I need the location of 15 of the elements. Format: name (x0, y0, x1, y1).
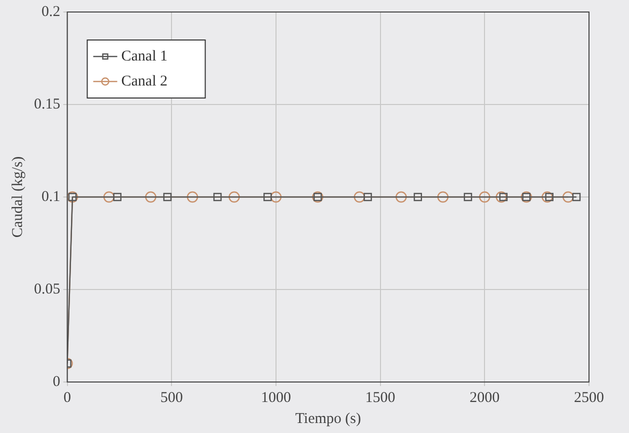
legend-label: Canal 1 (121, 48, 168, 64)
y-tick-label: 0.05 (34, 281, 60, 298)
x-tick-label: 1000 (260, 390, 291, 406)
x-tick-label: 1500 (365, 390, 396, 406)
y-axis-title: Caudal (kg/s) (10, 156, 26, 238)
y-tick-label: 0 (52, 374, 60, 390)
x-axis-title: Tiempo (s) (295, 410, 361, 427)
y-tick-label: 0.1 (42, 188, 60, 205)
x-tick-label: 500 (160, 390, 183, 406)
x-tick-label: 2000 (470, 390, 500, 406)
x-tick-label: 2500 (574, 390, 604, 406)
y-tick-label: 0.2 (42, 4, 60, 20)
legend-label: Canal 2 (121, 73, 168, 90)
y-tick-label: 0.15 (34, 96, 60, 112)
x-tick-label: 0 (64, 390, 71, 406)
